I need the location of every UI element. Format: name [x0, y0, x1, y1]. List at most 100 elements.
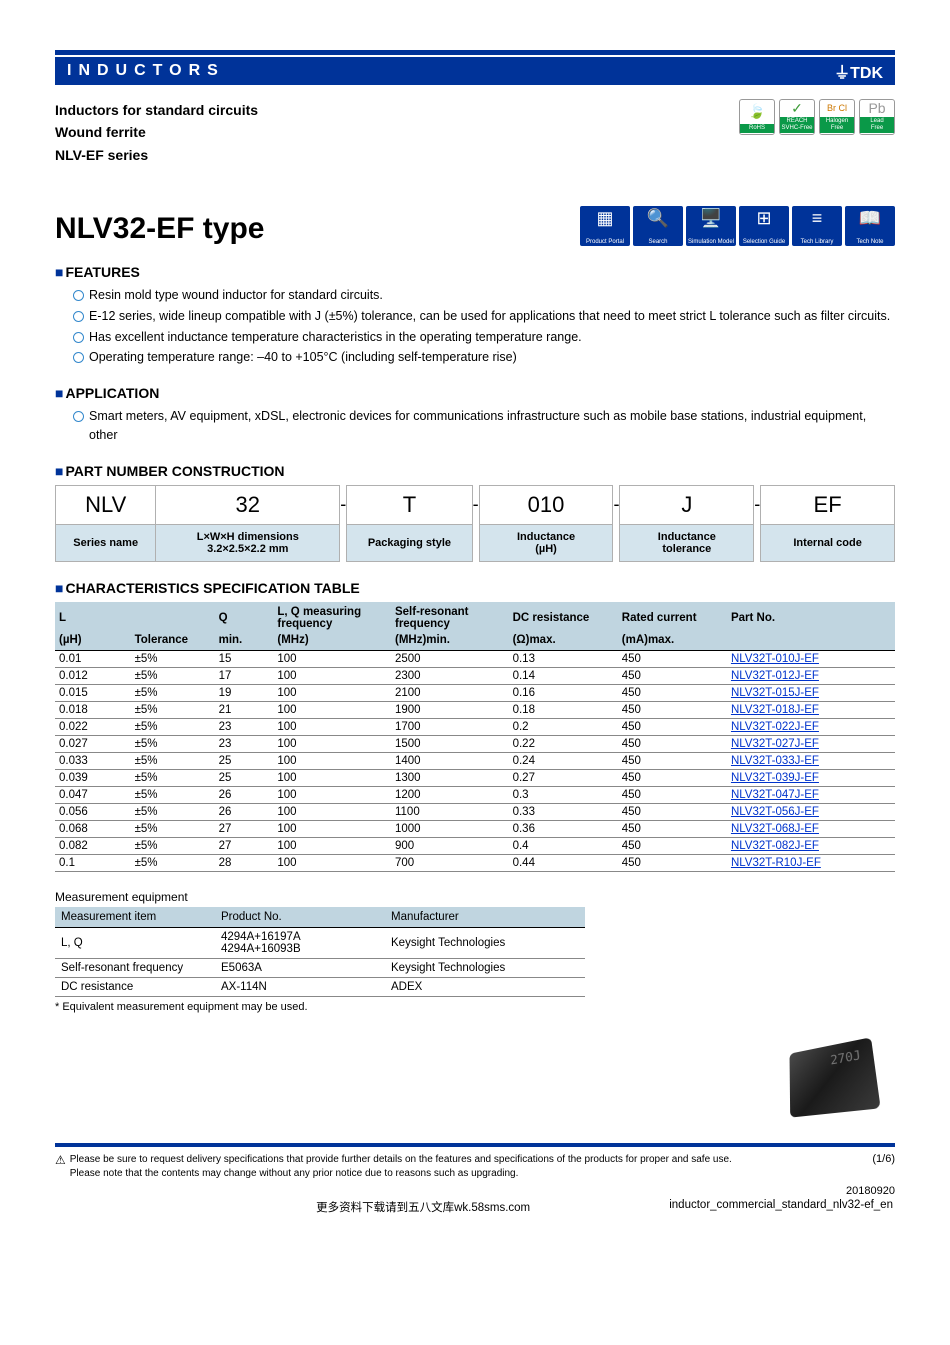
measurement-caption: Measurement equipment	[55, 890, 895, 904]
spec-row: 0.047±5%2610012000.3450NLV32T-047J-EF	[55, 786, 895, 803]
pn-separator: -	[754, 485, 761, 524]
spec-cell: 2100	[391, 684, 509, 701]
portal-icon[interactable]: 🖥️Simulation Model	[686, 206, 736, 246]
spec-cell: 0.012	[55, 667, 131, 684]
spec-table: LQL, Q measuring frequencySelf-resonant …	[55, 602, 895, 872]
warning-icon: ⚠	[55, 1153, 66, 1181]
compliance-badges: 🍃RoHS✓REACHSVHC-FreeBr ClHalogenFreePbLe…	[739, 99, 895, 166]
partno-link[interactable]: NLV32T-039J-EF	[731, 772, 819, 784]
pn-label: Inductance(µH)	[479, 524, 613, 561]
portal-icon[interactable]: ⊞Selection Guide	[739, 206, 789, 246]
spec-row: 0.1±5%281007000.44450NLV32T-R10J-EF	[55, 854, 895, 871]
compliance-badge: 🍃RoHS	[739, 99, 775, 135]
spec-cell: 0.056	[55, 803, 131, 820]
spec-cell: 450	[618, 854, 727, 871]
portal-icon[interactable]: 📖Tech Note	[845, 206, 895, 246]
spec-cell: ±5%	[131, 769, 215, 786]
partno-link[interactable]: NLV32T-015J-EF	[731, 687, 819, 699]
partno-link[interactable]: NLV32T-027J-EF	[731, 738, 819, 750]
spec-cell: 100	[273, 684, 391, 701]
spec-subheader: (Ω)max.	[509, 632, 618, 651]
footer-bottom-left: 更多资料下载请到五八文库wk.58sms.com	[316, 1199, 530, 1215]
category-header: INDUCTORS ⏚TDK	[55, 57, 895, 85]
spec-cell: 100	[273, 701, 391, 718]
spec-cell: 0.4	[509, 837, 618, 854]
spec-cell: 100	[273, 752, 391, 769]
meas-cell: ADEX	[385, 977, 585, 996]
spec-cell: 0.27	[509, 769, 618, 786]
spec-cell: 100	[273, 854, 391, 871]
spec-cell: NLV32T-039J-EF	[727, 769, 895, 786]
spec-cell: ±5%	[131, 718, 215, 735]
spec-cell: 25	[215, 769, 274, 786]
product-photo: 270J	[790, 1037, 881, 1117]
spec-cell: NLV32T-010J-EF	[727, 650, 895, 667]
pn-label: Packaging style	[347, 524, 472, 561]
subheader-line3: NLV-EF series	[55, 144, 258, 166]
meas-cell: 4294A+16197A4294A+16093B	[215, 927, 385, 958]
spec-cell: 0.015	[55, 684, 131, 701]
partno-link[interactable]: NLV32T-022J-EF	[731, 721, 819, 733]
application-list: Smart meters, AV equipment, xDSL, electr…	[55, 407, 895, 445]
spec-row: 0.082±5%271009000.4450NLV32T-082J-EF	[55, 837, 895, 854]
spec-row: 0.033±5%2510014000.24450NLV32T-033J-EF	[55, 752, 895, 769]
spec-header: L, Q measuring frequency	[273, 602, 391, 632]
partno-link[interactable]: NLV32T-068J-EF	[731, 823, 819, 835]
features-list: Resin mold type wound inductor for stand…	[55, 286, 895, 367]
spec-cell: ±5%	[131, 667, 215, 684]
category-title: INDUCTORS	[67, 62, 225, 80]
spec-cell: ±5%	[131, 701, 215, 718]
spec-cell: 0.018	[55, 701, 131, 718]
spec-cell: 1100	[391, 803, 509, 820]
portal-icon[interactable]: 🔍Search	[633, 206, 683, 246]
meas-header: Product No.	[215, 907, 385, 928]
pn-cell: 010	[479, 485, 613, 524]
footer-text-1: Please be sure to request delivery speci…	[70, 1153, 895, 1167]
meas-header: Measurement item	[55, 907, 215, 928]
spec-cell: NLV32T-R10J-EF	[727, 854, 895, 871]
spec-cell: 0.14	[509, 667, 618, 684]
partnumber-table: NLV32-T-010-J-EF Series nameL×W×H dimens…	[55, 485, 895, 562]
meas-cell: E5063A	[215, 958, 385, 977]
spec-cell: 0.33	[509, 803, 618, 820]
spec-cell: 900	[391, 837, 509, 854]
spec-cell: 23	[215, 735, 274, 752]
product-photo-text: 270J	[830, 1049, 862, 1068]
pn-separator: -	[340, 485, 347, 524]
partno-link[interactable]: NLV32T-082J-EF	[731, 840, 819, 852]
spec-subheader: min.	[215, 632, 274, 651]
spec-cell: 450	[618, 650, 727, 667]
product-title: NLV32-EF type	[55, 212, 265, 246]
application-heading: APPLICATION	[55, 385, 895, 401]
partno-link[interactable]: NLV32T-056J-EF	[731, 806, 819, 818]
spec-cell: 2500	[391, 650, 509, 667]
portal-icon[interactable]: ≡Tech Library	[792, 206, 842, 246]
spec-cell: 100	[273, 803, 391, 820]
spec-cell: 100	[273, 820, 391, 837]
spec-cell: 0.2	[509, 718, 618, 735]
partno-link[interactable]: NLV32T-R10J-EF	[731, 857, 821, 869]
spec-cell: NLV32T-033J-EF	[727, 752, 895, 769]
spec-cell: 0.082	[55, 837, 131, 854]
spec-header: DC resistance	[509, 602, 618, 632]
spec-cell: ±5%	[131, 684, 215, 701]
pn-label: L×W×H dimensions3.2×2.5×2.2 mm	[156, 524, 340, 561]
portal-icon[interactable]: ▦Product Portal	[580, 206, 630, 246]
footer-date: 20180920	[55, 1185, 895, 1197]
measurement-note: * Equivalent measurement equipment may b…	[55, 1001, 895, 1013]
partno-link[interactable]: NLV32T-010J-EF	[731, 653, 819, 665]
footer: ⚠ Please be sure to request delivery spe…	[55, 1143, 895, 1181]
spec-cell: 450	[618, 820, 727, 837]
top-divider	[55, 50, 895, 55]
list-item: E-12 series, wide lineup compatible with…	[73, 307, 895, 326]
spec-cell: 0.022	[55, 718, 131, 735]
partno-link[interactable]: NLV32T-047J-EF	[731, 789, 819, 801]
spec-header: Part No.	[727, 602, 895, 632]
footer-text-2: Please note that the contents may change…	[70, 1167, 895, 1181]
pn-label: Inductancetolerance	[620, 524, 754, 561]
partno-link[interactable]: NLV32T-012J-EF	[731, 670, 819, 682]
pn-cell: T	[347, 485, 472, 524]
list-item: Operating temperature range: –40 to +105…	[73, 348, 895, 367]
partno-link[interactable]: NLV32T-033J-EF	[731, 755, 819, 767]
partno-link[interactable]: NLV32T-018J-EF	[731, 704, 819, 716]
